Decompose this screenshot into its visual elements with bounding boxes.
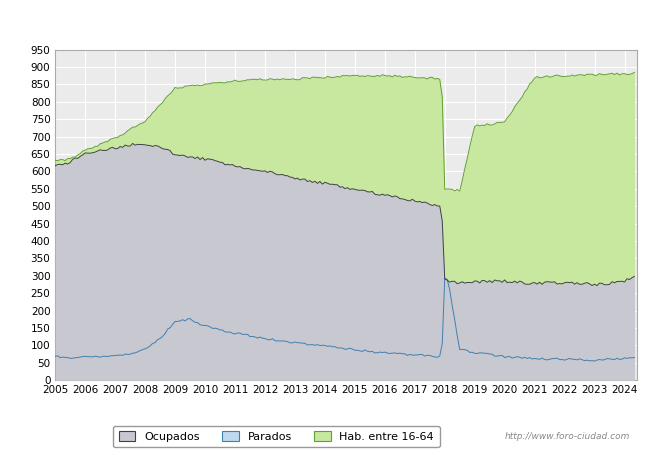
Text: http://www.foro-ciudad.com: http://www.foro-ciudad.com (505, 432, 630, 441)
Legend: Ocupados, Parados, Hab. entre 16-64: Ocupados, Parados, Hab. entre 16-64 (113, 426, 439, 447)
Text: Sant Julià del Llor i Bonmatí - Evolucion de la poblacion en edad de Trabajar Ma: Sant Julià del Llor i Bonmatí - Evolucio… (67, 18, 583, 29)
